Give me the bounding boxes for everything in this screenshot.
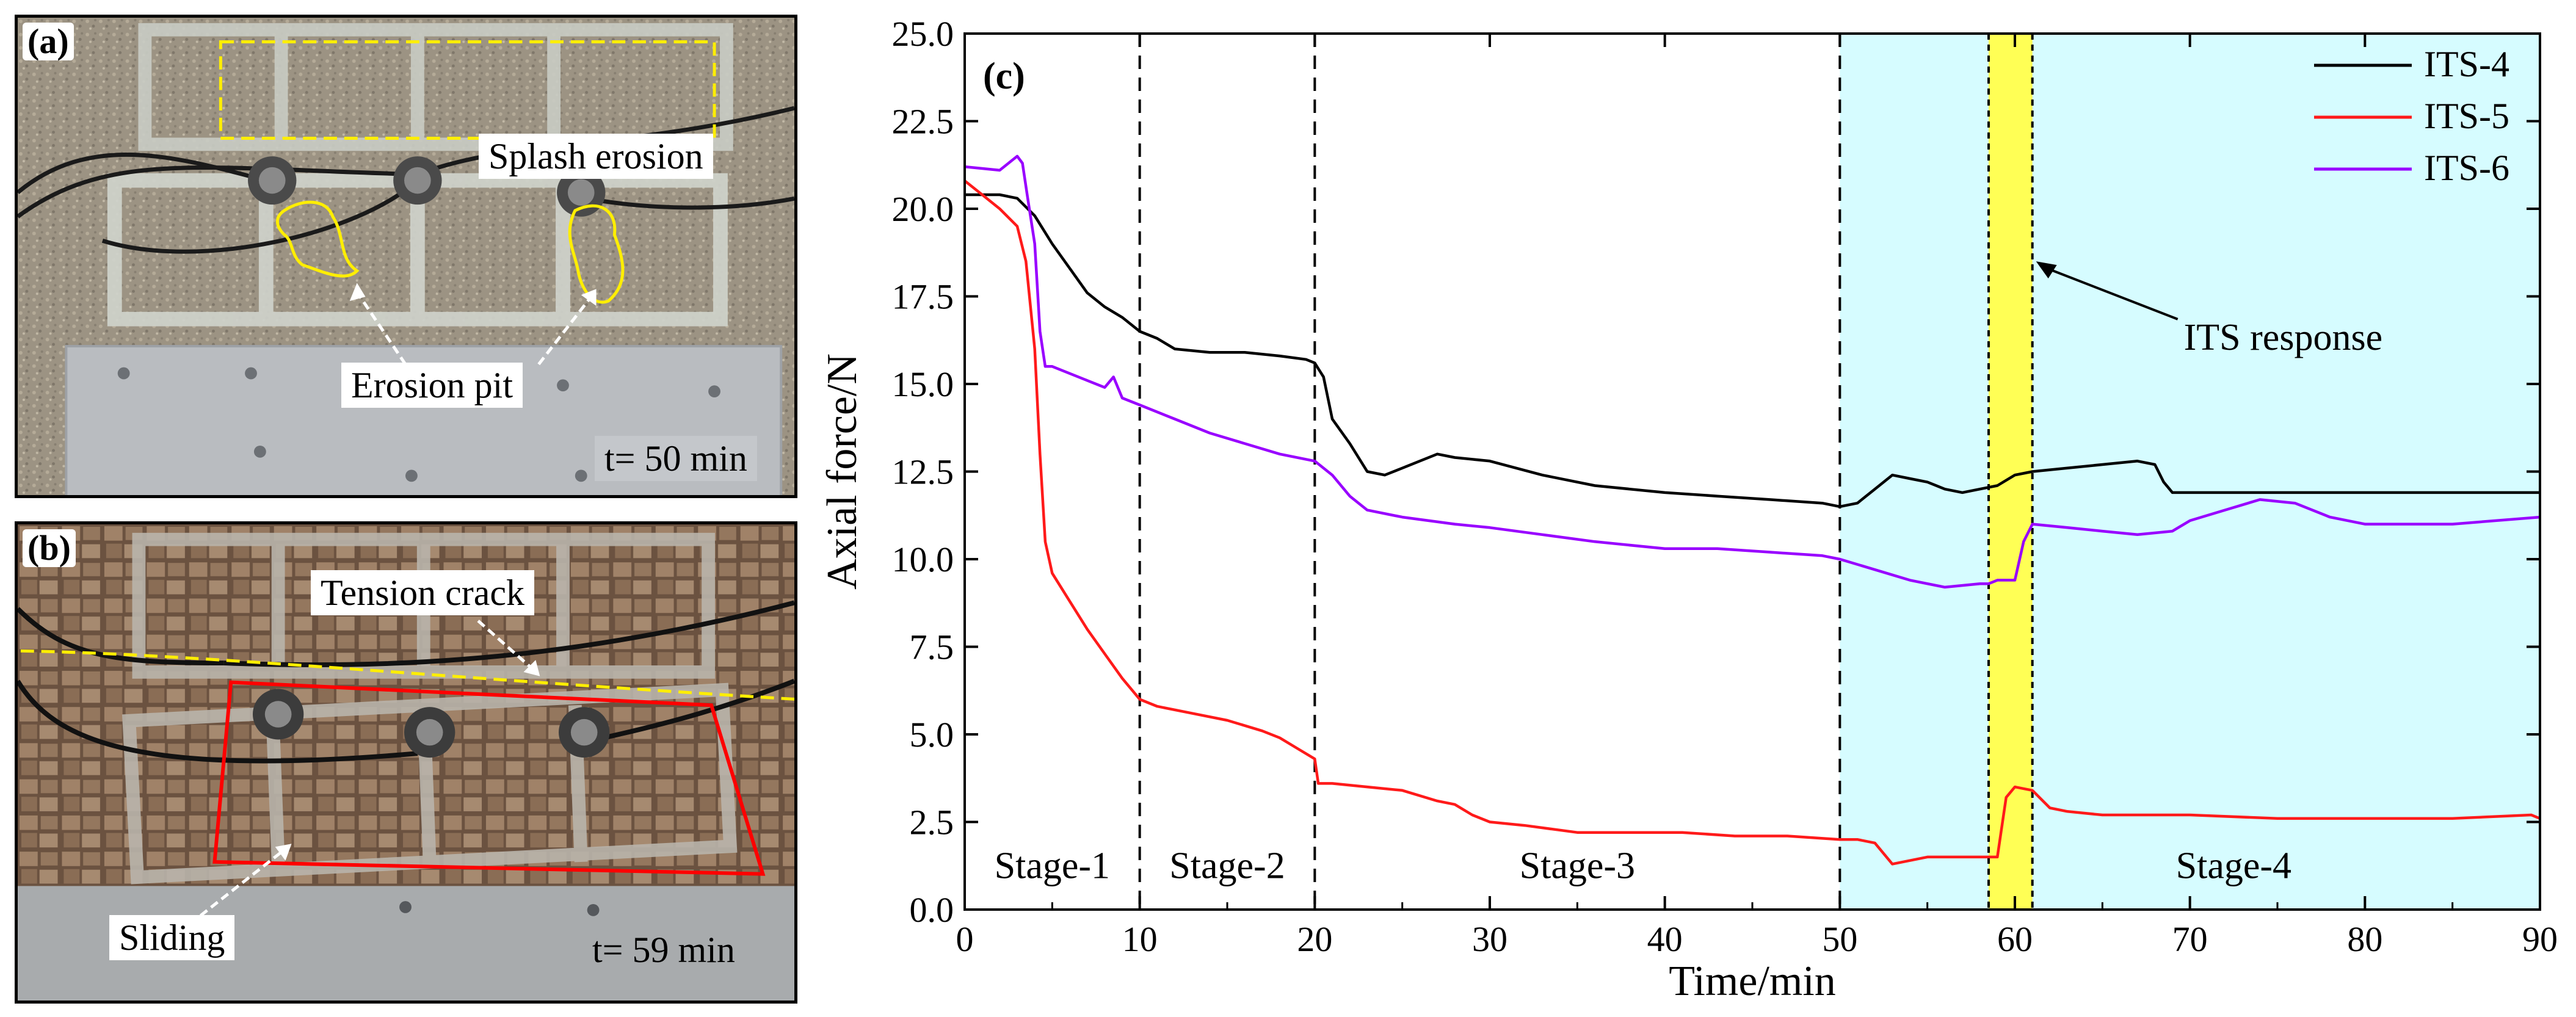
photo-panel-a: (a) Splash erosion Erosion pit t= 50 min bbox=[15, 15, 797, 498]
sliding-label: Sliding bbox=[109, 915, 235, 960]
tension-crack-label: Tension crack bbox=[311, 570, 534, 615]
x-tick-label: 90 bbox=[2522, 919, 2558, 959]
y-tick-label: 12.5 bbox=[892, 452, 954, 492]
x-tick-label: 0 bbox=[956, 919, 974, 959]
annotation-arrow-line bbox=[2044, 266, 2179, 320]
annotation-arrow-head bbox=[2036, 261, 2057, 279]
axial-force-chart: 0 10 20 30 40 50 60 70 80 90 0.0 2.5 5.0 7.5 10.0 12.5 1… bbox=[819, 14, 2558, 1005]
y-tick-label: 10.0 bbox=[892, 540, 954, 579]
x-tick-label: 40 bbox=[1647, 919, 1683, 959]
x-tick-label: 10 bbox=[1122, 919, 1158, 959]
y-tick-label: 20.0 bbox=[892, 189, 954, 229]
y-tick-label: 25.0 bbox=[892, 14, 954, 54]
stage-label-4: Stage-4 bbox=[2176, 845, 2291, 886]
panel-b-label: (b) bbox=[23, 529, 76, 567]
x-tick-label: 20 bbox=[1297, 919, 1332, 959]
stage-label-3: Stage-3 bbox=[1520, 845, 1635, 886]
legend-label-its-4: ITS-4 bbox=[2424, 44, 2509, 84]
its-response-band bbox=[1989, 34, 2033, 910]
stage-label-2: Stage-2 bbox=[1169, 845, 1285, 886]
y-tick-label: 15.0 bbox=[892, 364, 954, 404]
x-tick-label: 50 bbox=[1822, 919, 1857, 959]
y-tick-label: 0.0 bbox=[910, 890, 954, 930]
x-axis-label: Time/min bbox=[1669, 958, 1836, 1005]
x-tick-label: 30 bbox=[1472, 919, 1508, 959]
y-tick-label: 5.0 bbox=[910, 715, 954, 755]
panel-a-label: (a) bbox=[23, 23, 74, 60]
erosion-pit-label: Erosion pit bbox=[341, 363, 523, 408]
time-label-a: t= 50 min bbox=[595, 436, 757, 481]
y-tick-label: 22.5 bbox=[892, 102, 954, 142]
annotation-label: ITS response bbox=[2184, 317, 2382, 358]
series-line-its-4 bbox=[965, 193, 2540, 508]
y-tick-label: 2.5 bbox=[910, 803, 954, 842]
x-tick-label: 70 bbox=[2172, 919, 2208, 959]
legend-label-its-6: ITS-6 bbox=[2424, 148, 2509, 188]
x-tick-label: 80 bbox=[2347, 919, 2382, 959]
stage-4-shaded-region bbox=[1840, 34, 2540, 910]
splash-erosion-label: Splash erosion bbox=[479, 134, 713, 179]
y-axis-label: Axial force/N bbox=[819, 353, 866, 590]
series-line-its-6 bbox=[964, 154, 2541, 589]
x-tick-label: 60 bbox=[1997, 919, 2033, 959]
erosion-photo-a bbox=[18, 18, 794, 495]
y-tick-label: 17.5 bbox=[892, 277, 954, 317]
stage-label-1: Stage-1 bbox=[995, 845, 1110, 886]
panel-c-label: (c) bbox=[983, 56, 1025, 97]
y-tick-label: 7.5 bbox=[910, 628, 954, 667]
series-line-its-5 bbox=[963, 179, 2541, 866]
time-label-b: t= 59 min bbox=[582, 927, 745, 972]
photo-panel-b: (b) Tension crack Sliding t= 59 min bbox=[15, 521, 797, 1004]
legend-label-its-5: ITS-5 bbox=[2424, 96, 2509, 136]
